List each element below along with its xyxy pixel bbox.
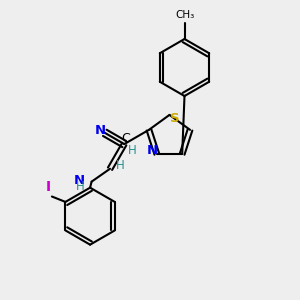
Text: CH₃: CH₃ bbox=[175, 10, 194, 20]
Text: N: N bbox=[94, 124, 106, 137]
Text: I: I bbox=[46, 180, 51, 194]
Text: S: S bbox=[170, 112, 180, 125]
Text: C: C bbox=[122, 132, 130, 145]
Text: H: H bbox=[128, 144, 137, 157]
Text: H: H bbox=[116, 159, 125, 172]
Text: N: N bbox=[74, 174, 85, 187]
Text: H: H bbox=[76, 180, 85, 193]
Text: N: N bbox=[147, 144, 158, 157]
